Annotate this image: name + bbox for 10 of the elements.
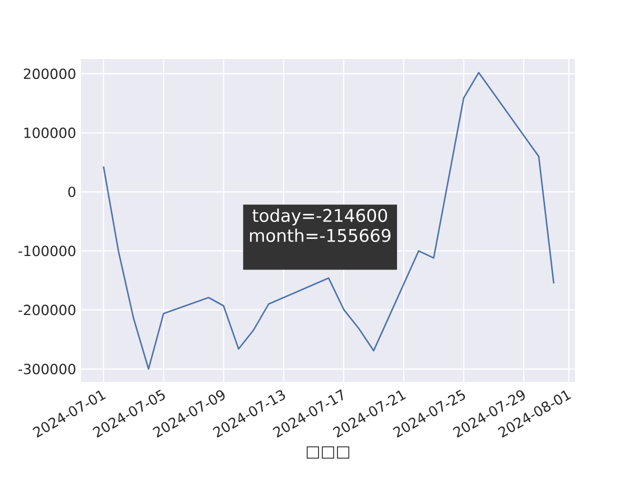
y-tick-label: 200000 [24,68,76,80]
y-tick-label: 100000 [24,128,76,138]
x-axis-title: □□□ [306,446,350,459]
annotation: today=-214600 [252,208,388,226]
line-series [102,72,554,370]
y-tick-label: -100000 [18,246,76,256]
annotation: month=-155669 [250,228,390,242]
y-tick-label: -300000 [18,364,76,374]
y-tick-label: -200000 [18,304,76,316]
y-tick-label: 0 [68,186,76,198]
